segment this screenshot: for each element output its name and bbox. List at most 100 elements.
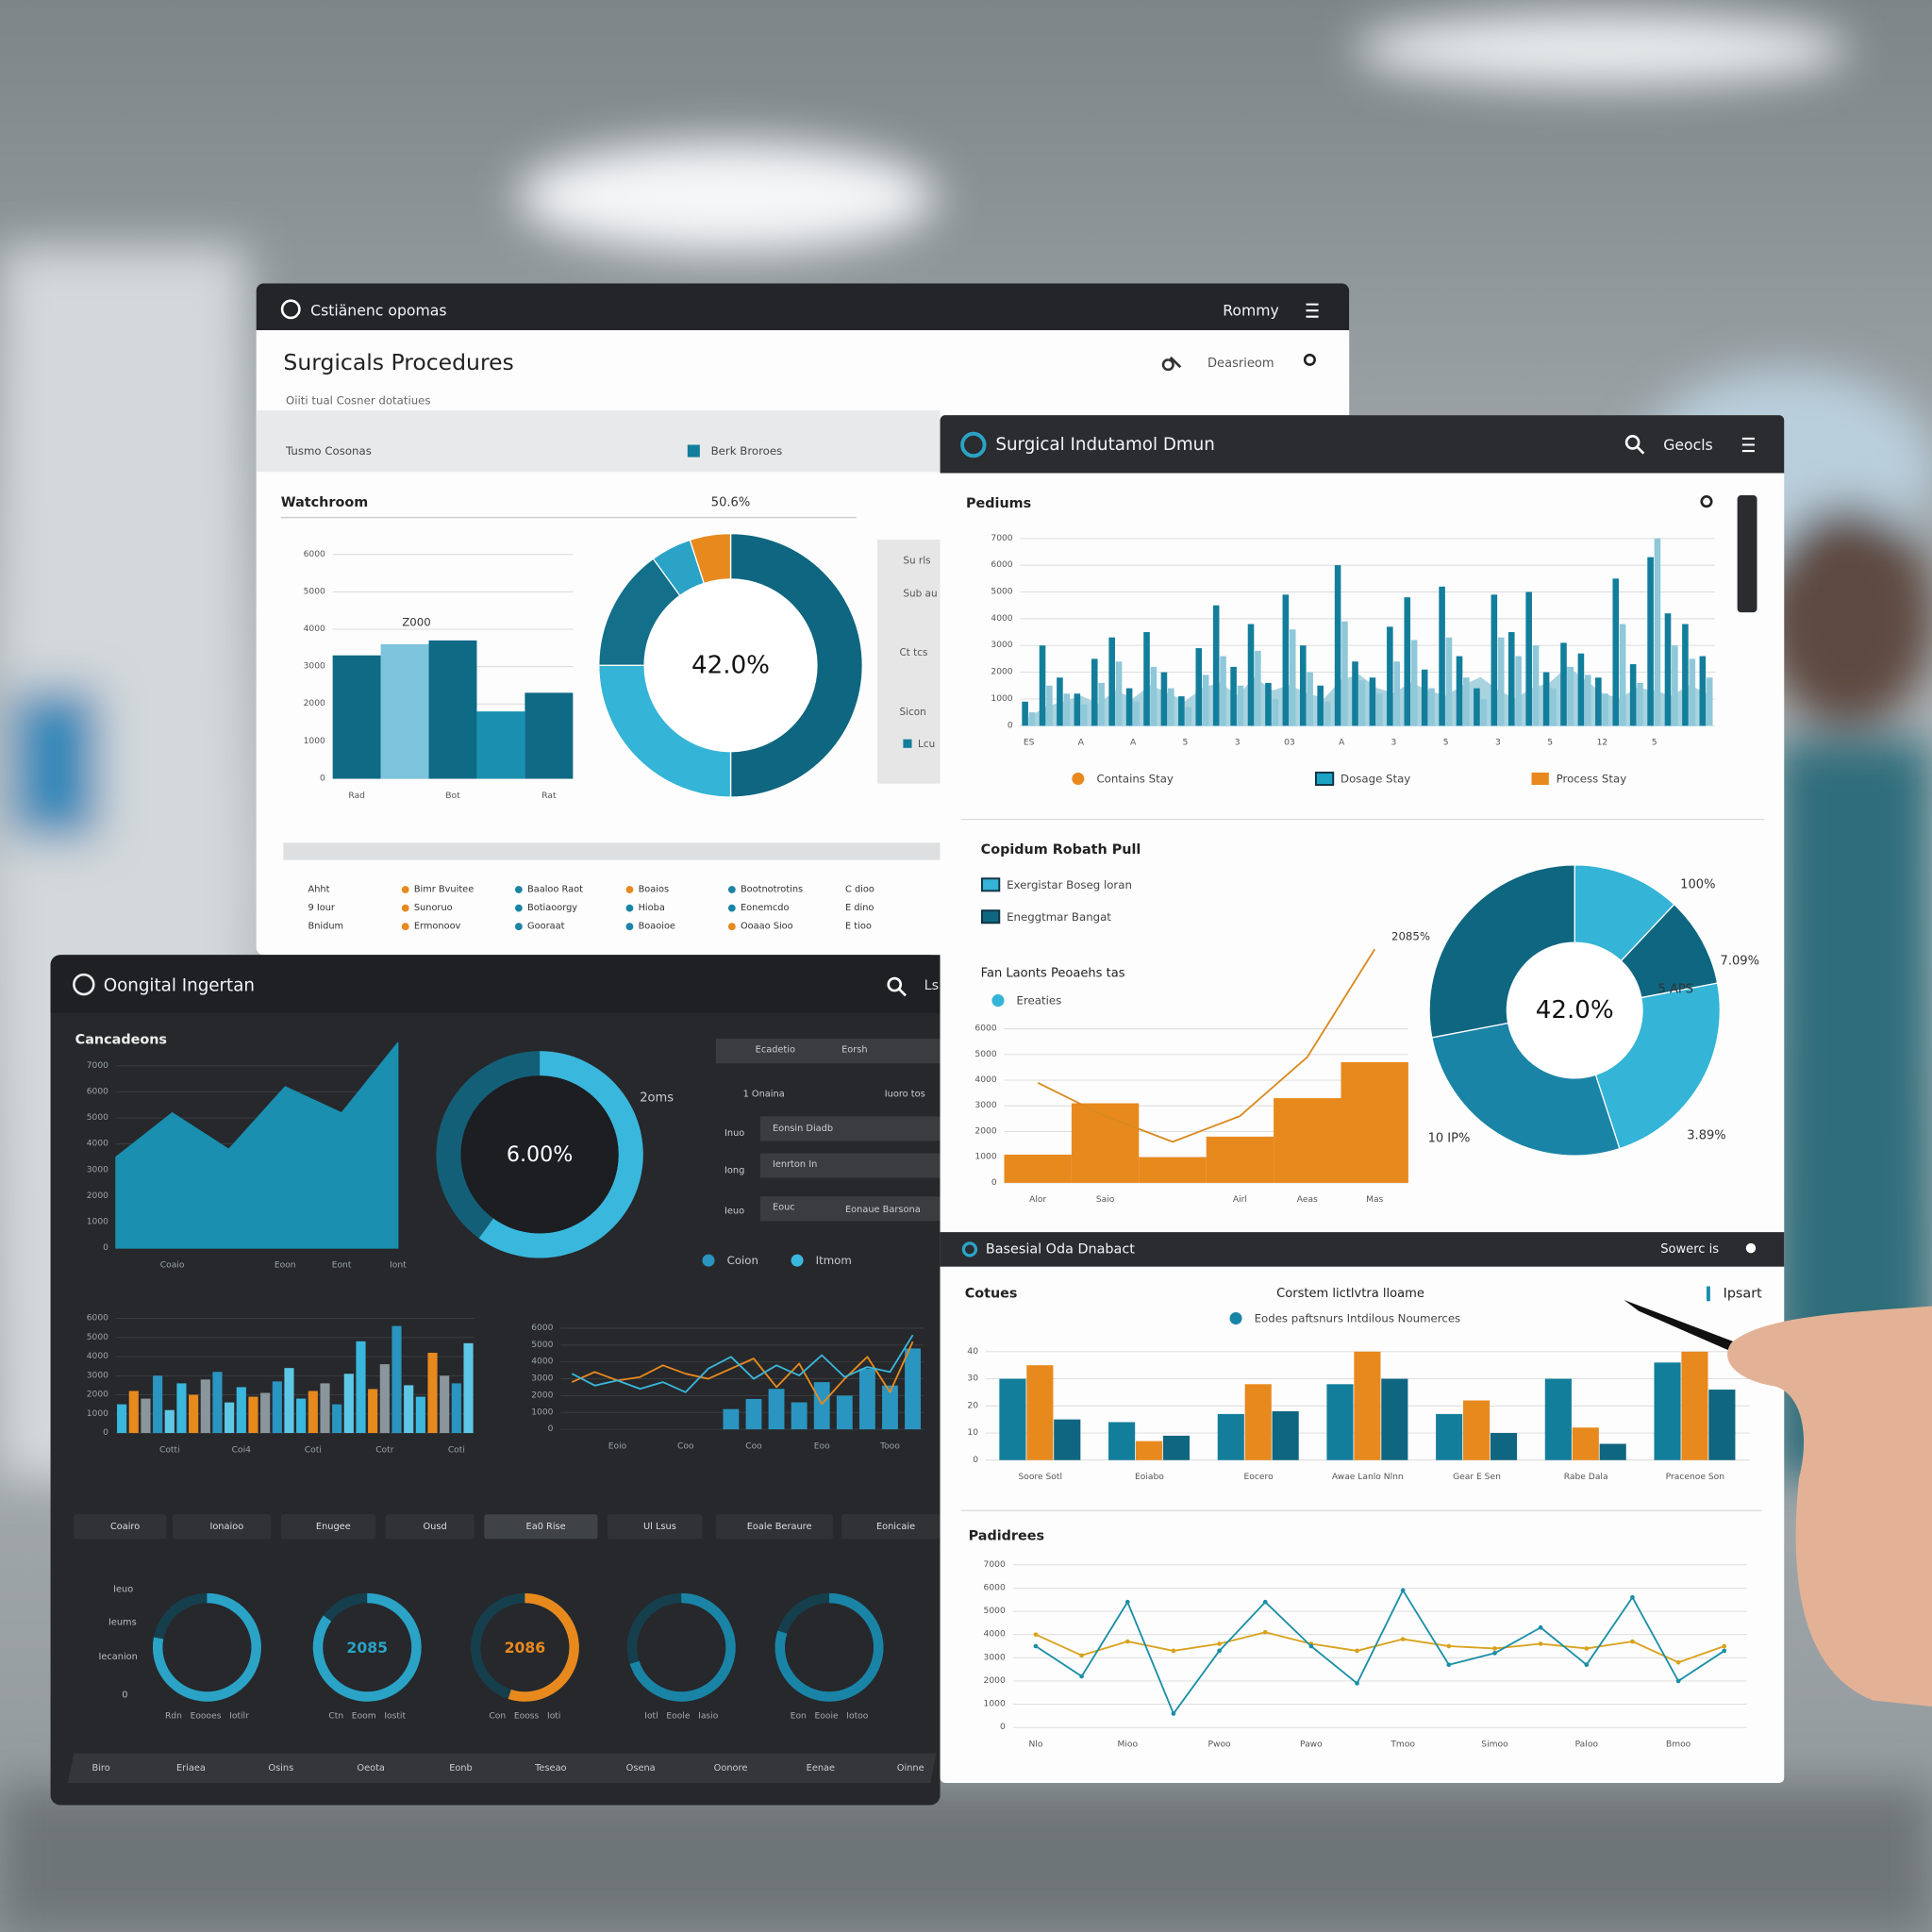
- bar: [1490, 1433, 1518, 1460]
- button-label[interactable]: Ousd: [423, 1522, 446, 1532]
- bar: [1247, 624, 1255, 726]
- scroll-widget[interactable]: [1737, 495, 1757, 613]
- bar: [296, 1398, 307, 1434]
- tab[interactable]: Biro: [92, 1763, 109, 1774]
- annotation: Z000: [402, 616, 430, 629]
- bar: [200, 1379, 210, 1434]
- bar: [1410, 640, 1418, 726]
- legend-label: Coion: [727, 1254, 758, 1267]
- search-icon[interactable]: [1636, 446, 1645, 455]
- section-search[interactable]: [1745, 1242, 1757, 1254]
- user-name[interactable]: Geocls: [1663, 436, 1712, 454]
- menu-item[interactable]: 1 Onaina: [743, 1089, 785, 1099]
- menu-item[interactable]: Iong: [724, 1165, 744, 1175]
- search-icon[interactable]: [898, 988, 907, 997]
- menu-row[interactable]: [715, 1039, 941, 1064]
- bar: [1091, 658, 1098, 726]
- menu-icon[interactable]: [1306, 303, 1319, 318]
- bar: [525, 692, 574, 779]
- menu-item[interactable]: Ienrton In: [773, 1159, 817, 1170]
- menu-row[interactable]: [759, 1116, 941, 1141]
- button[interactable]: [715, 1514, 833, 1540]
- tab[interactable]: Osins: [268, 1763, 293, 1774]
- button[interactable]: [841, 1514, 941, 1540]
- page-subtitle: Oiiti tual Cosner dotatiues: [286, 393, 431, 407]
- button[interactable]: [280, 1514, 376, 1540]
- button[interactable]: [484, 1514, 598, 1540]
- y-tick-label: 5000: [984, 1607, 1006, 1616]
- bar: [380, 643, 429, 779]
- legend-dot: [514, 886, 523, 893]
- menu-item[interactable]: Iuoro tos: [885, 1089, 925, 1099]
- search-label[interactable]: Deasrieom: [1208, 357, 1274, 371]
- bar: [858, 1368, 875, 1430]
- bar: [1393, 661, 1401, 726]
- button-label[interactable]: Eoale Beraure: [747, 1522, 812, 1532]
- search-icon[interactable]: [887, 976, 903, 992]
- bar: [1525, 591, 1532, 726]
- slice: [436, 1051, 541, 1239]
- menu-row[interactable]: [759, 1153, 941, 1178]
- legend-label: Contains Stay: [1096, 772, 1173, 785]
- tab[interactable]: Osena: [626, 1763, 656, 1774]
- tab[interactable]: Eriaea: [176, 1763, 206, 1774]
- button[interactable]: [74, 1514, 167, 1540]
- legend-marker: [791, 1254, 804, 1267]
- annotation: 3.89%: [1687, 1129, 1725, 1143]
- key-icon[interactable]: [1303, 353, 1316, 366]
- y-tick-label: 3000: [531, 1374, 553, 1384]
- menu-item[interactable]: Eonaue Barsona: [845, 1205, 921, 1215]
- x-tick-label: Mioo: [1117, 1740, 1138, 1749]
- y-tick-label: 3000: [304, 662, 325, 672]
- annotation: 50.6%: [711, 495, 750, 509]
- tab[interactable]: Teseao: [534, 1763, 566, 1774]
- search-icon[interactable]: [1624, 435, 1641, 450]
- button-label[interactable]: Coairo: [110, 1522, 140, 1532]
- x-tick-label: Eont: [332, 1260, 352, 1270]
- tab[interactable]: Eenae: [807, 1763, 835, 1774]
- button-label[interactable]: Ea0 Rise: [526, 1522, 566, 1532]
- menu-item[interactable]: Eorsh: [841, 1044, 867, 1055]
- bar: [1480, 698, 1488, 726]
- button[interactable]: [385, 1514, 475, 1540]
- action[interactable]: Ipsart: [1724, 1286, 1763, 1301]
- hole: [460, 1075, 619, 1234]
- bar: [343, 1374, 354, 1434]
- legend-dot: [514, 904, 523, 912]
- x-tick-label: 3: [1495, 739, 1501, 748]
- button[interactable]: [607, 1514, 703, 1540]
- menu-item[interactable]: Ieuo: [724, 1206, 744, 1216]
- bar: [1619, 624, 1626, 726]
- button[interactable]: [172, 1514, 272, 1540]
- user-name[interactable]: Rommy: [1223, 302, 1279, 320]
- menu-item[interactable]: Eouc: [773, 1203, 795, 1213]
- key-icon[interactable]: [1700, 495, 1713, 508]
- bar: [1577, 653, 1585, 726]
- bar: [1376, 693, 1383, 726]
- bar: [332, 1404, 342, 1434]
- tab[interactable]: Eonb: [449, 1763, 473, 1774]
- tab[interactable]: Oinne: [897, 1763, 924, 1774]
- header-right[interactable]: Ls: [924, 978, 939, 993]
- menu-item[interactable]: Ecadetio: [756, 1044, 795, 1055]
- tab[interactable]: Oeota: [357, 1763, 385, 1774]
- bar: [999, 1378, 1026, 1460]
- menu-row[interactable]: [759, 1196, 941, 1222]
- button-label[interactable]: Enugee: [316, 1522, 351, 1532]
- tool-icon[interactable]: [1161, 356, 1182, 372]
- button-label[interactable]: Ul Lsus: [643, 1522, 676, 1532]
- legend-marker: [1229, 1312, 1242, 1325]
- menu-icon[interactable]: [1741, 437, 1755, 453]
- button-label[interactable]: Eonicaie: [876, 1522, 915, 1532]
- button-label[interactable]: Ionaioo: [209, 1522, 243, 1532]
- bar: [1542, 672, 1550, 726]
- menu-item[interactable]: Inuo: [724, 1128, 744, 1139]
- bar: [723, 1408, 740, 1430]
- bar: [1160, 672, 1168, 726]
- bar: [428, 640, 477, 779]
- section-right[interactable]: Sowerc is: [1660, 1242, 1719, 1257]
- bar: [1358, 680, 1366, 726]
- tab-strip: [67, 1753, 937, 1783]
- menu-item[interactable]: Eonsin Diadb: [773, 1124, 833, 1134]
- tab[interactable]: Oonore: [714, 1763, 748, 1774]
